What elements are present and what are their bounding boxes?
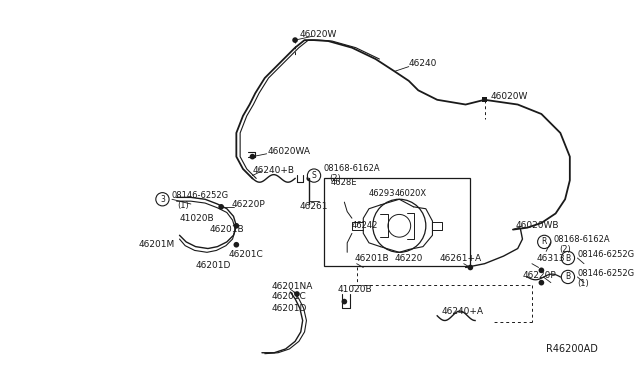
- Text: 46201C: 46201C: [271, 292, 306, 301]
- Text: R46200AD: R46200AD: [546, 344, 598, 354]
- Text: 46201B: 46201B: [355, 254, 389, 263]
- Text: B: B: [565, 272, 570, 282]
- Text: S: S: [312, 171, 316, 180]
- Text: 3: 3: [160, 195, 165, 204]
- Text: 46020W: 46020W: [490, 93, 527, 102]
- Text: 4628E: 4628E: [331, 178, 358, 187]
- Circle shape: [250, 154, 255, 160]
- Circle shape: [234, 223, 239, 229]
- Text: 46201C: 46201C: [228, 250, 264, 259]
- Text: 08146-6252G: 08146-6252G: [577, 250, 634, 259]
- Text: 46261: 46261: [300, 202, 328, 211]
- Circle shape: [307, 176, 312, 181]
- Text: 46201D: 46201D: [271, 304, 307, 313]
- Text: 08168-6162A: 08168-6162A: [554, 235, 611, 244]
- Text: (1): (1): [577, 279, 589, 288]
- Circle shape: [538, 235, 551, 248]
- Circle shape: [467, 264, 473, 270]
- Text: 46220P: 46220P: [232, 199, 266, 208]
- Text: 46313: 46313: [537, 254, 565, 263]
- Text: 46020WA: 46020WA: [268, 147, 310, 156]
- Circle shape: [561, 270, 575, 283]
- Circle shape: [342, 299, 347, 304]
- Text: 46201D: 46201D: [196, 261, 231, 270]
- Text: 46201M: 46201M: [139, 240, 175, 249]
- Circle shape: [561, 251, 575, 264]
- Text: B: B: [565, 253, 570, 263]
- Text: 46240: 46240: [409, 59, 437, 68]
- Text: (2): (2): [329, 174, 341, 183]
- Text: 41020B: 41020B: [338, 285, 372, 294]
- Text: 46220P: 46220P: [522, 270, 556, 279]
- Text: 46240+B: 46240+B: [252, 166, 294, 175]
- Text: 46020X: 46020X: [395, 189, 427, 198]
- Circle shape: [539, 267, 544, 273]
- Text: 46201NA: 46201NA: [271, 282, 313, 291]
- Bar: [483, 97, 487, 102]
- Text: 46242: 46242: [352, 221, 378, 230]
- Circle shape: [292, 37, 298, 43]
- Bar: [323, 179, 470, 266]
- Circle shape: [156, 193, 169, 206]
- Text: 08146-6252G: 08146-6252G: [577, 269, 634, 278]
- Text: 08168-6162A: 08168-6162A: [323, 164, 380, 173]
- Text: 41020B: 41020B: [179, 214, 214, 223]
- Circle shape: [307, 169, 321, 182]
- Text: 46261+A: 46261+A: [439, 254, 481, 263]
- Circle shape: [539, 280, 544, 285]
- Text: R: R: [541, 237, 547, 246]
- Circle shape: [218, 204, 224, 210]
- Text: 46220: 46220: [395, 254, 423, 263]
- Circle shape: [234, 242, 239, 248]
- Text: 08146-6252G: 08146-6252G: [172, 191, 229, 200]
- Text: 46293: 46293: [369, 189, 396, 198]
- Text: 46020WB: 46020WB: [516, 221, 559, 230]
- Text: 46201B: 46201B: [210, 225, 244, 234]
- Text: 46020W: 46020W: [300, 30, 337, 39]
- Text: 46240+A: 46240+A: [442, 307, 484, 315]
- Text: (2): (2): [559, 245, 571, 254]
- Circle shape: [294, 291, 300, 297]
- Text: (1): (1): [178, 201, 189, 211]
